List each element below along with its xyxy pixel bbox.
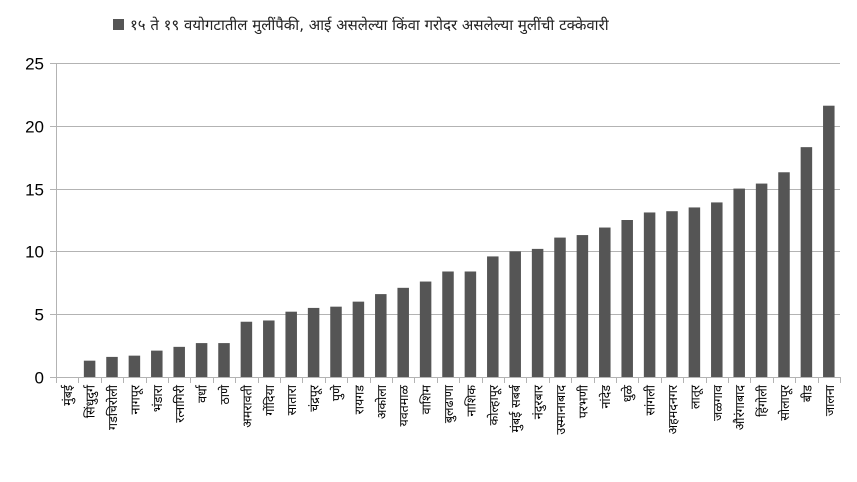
x-tick-label: पुणे: [329, 384, 345, 401]
bar: [755, 183, 768, 377]
y-tick-label: 5: [35, 306, 44, 325]
bar: [666, 211, 678, 377]
bar: [554, 237, 566, 377]
x-tick-label: रायगड: [351, 385, 366, 415]
x-tick-label: नंदुरबार: [531, 384, 547, 419]
bar: [823, 105, 835, 377]
legend-label: १५ ते १९ वयोगटातील मुलींपैकी, आई असलेल्य…: [130, 16, 610, 35]
bar: [688, 207, 701, 377]
bar: [733, 188, 745, 377]
x-tick-label: नांदेड: [598, 385, 613, 409]
bar: [263, 320, 275, 377]
bar: [599, 227, 611, 377]
x-tick-label: भंडारा: [150, 384, 165, 412]
x-tick-label: सिंधुदुर्ग: [83, 384, 99, 418]
bar: [285, 311, 297, 377]
y-axis: 0 5 10 15 20 25: [25, 55, 57, 388]
x-axis: मुंबई सिंधुदुर्ग गडचिरोली नागपूर भंडारा रत्ना…: [56, 377, 841, 435]
bar: [307, 307, 320, 377]
legend: १५ ते १९ वयोगटातील मुलींपैकी, आई असलेल्य…: [113, 16, 610, 35]
bar: [576, 235, 589, 377]
bar: [509, 251, 521, 377]
y-tick-label: 25: [25, 55, 44, 74]
bar: [643, 212, 656, 377]
bar: [397, 287, 409, 377]
x-tick-label: अमरावती: [239, 384, 254, 427]
bar: [352, 301, 365, 377]
x-tick-label: जालना: [822, 384, 837, 416]
bar: [151, 350, 163, 377]
x-tick-label: परभणी: [575, 384, 590, 418]
bar: [195, 343, 208, 377]
bar: [83, 360, 96, 377]
x-tick-label: वाशिम: [419, 384, 434, 414]
bar: [240, 321, 253, 377]
bar: [464, 271, 477, 377]
legend-swatch: [113, 19, 124, 30]
x-tick-label: रत्नागिरी: [172, 384, 187, 423]
x-tick-label: कोल्हापूर: [486, 384, 502, 425]
x-tick-label: नागपूर: [127, 384, 143, 414]
x-tick-label: ठाणे: [217, 384, 232, 405]
x-tick-label: जळगाव: [710, 384, 725, 421]
bar: [800, 147, 813, 377]
y-tick-label: 20: [25, 118, 44, 137]
bar: [621, 220, 633, 377]
x-tick-label: अकोला: [374, 384, 389, 419]
bar: [173, 346, 185, 377]
y-tick-label: 15: [25, 181, 44, 200]
x-tick-label: धुळे: [620, 385, 636, 403]
bar: [487, 256, 499, 377]
y-tick-label: 10: [25, 243, 44, 262]
bars: [83, 105, 835, 377]
bar: [375, 294, 387, 377]
x-tick-label: सातारा: [284, 384, 299, 415]
x-tick-label: हिंगोली: [755, 384, 770, 417]
x-tick-label: लातूर: [687, 384, 703, 409]
x-tick-label: मुंबई: [60, 384, 76, 406]
x-tick-label: औरंगाबाद: [732, 385, 747, 431]
x-tick-label: बीड: [799, 385, 814, 402]
x-tick-label: उस्मानाबाद: [553, 385, 568, 435]
bar: [442, 271, 454, 377]
bar: [218, 343, 230, 377]
x-tick-label: सोलापूर: [777, 384, 793, 421]
bar: [128, 355, 141, 377]
x-tick-label: सांगली: [643, 384, 658, 415]
x-tick-label: अहमदनगर: [665, 384, 680, 434]
y-tick-label: 0: [35, 369, 44, 388]
bar: [106, 356, 118, 377]
bar: [778, 172, 790, 377]
x-tick-label: वर्धा: [195, 384, 210, 403]
x-tick-label: गडचिरोली: [105, 384, 120, 430]
x-tick-label: नाशिक: [463, 385, 478, 417]
bar: [531, 248, 544, 377]
x-tick-label: बुलढाणा: [441, 384, 457, 423]
x-tick-label: मुंबई सबर्ब: [508, 384, 524, 432]
bar: [711, 202, 723, 377]
x-tick-label: यवतमाळ: [396, 385, 411, 427]
bar: [419, 281, 432, 377]
bar: [330, 306, 342, 377]
x-tick-label: चंद्रपूर: [307, 384, 323, 412]
x-tick-label: गोंदिया: [262, 384, 277, 415]
